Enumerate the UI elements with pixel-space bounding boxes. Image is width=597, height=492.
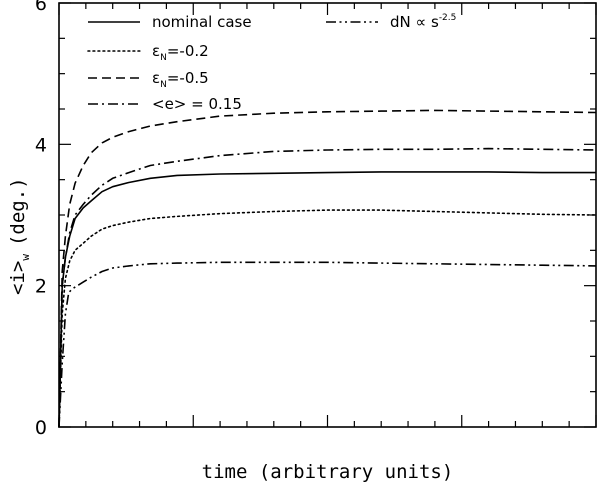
- x-axis-label: time (arbitrary units): [202, 461, 454, 483]
- plot-border: [58, 2, 597, 428]
- y-axis-label: <i>w (deg.): [7, 177, 32, 295]
- series-line-4: [58, 147, 597, 428]
- tick-labels: 0 2 4 6: [35, 0, 47, 439]
- y-axis-label-tail: (deg.): [7, 177, 29, 246]
- legend-label-5: dN ∝ s-2.5: [390, 13, 456, 31]
- series-line-2: [58, 209, 597, 428]
- y-axis-label-sub: w: [19, 254, 32, 261]
- series-lines: [58, 109, 597, 428]
- series-line-1: [58, 171, 596, 428]
- legend: nominal case εN=-0.2 εN=-0.5 <e> = 0.15 dN ∝…: [87, 13, 456, 113]
- series-line-3: [58, 109, 597, 428]
- y-tick-label: 2: [35, 276, 47, 298]
- legend-label-4: <e> = 0.15: [152, 95, 242, 113]
- y-tick-label: 6: [35, 0, 47, 15]
- legend-label-2: εN=-0.2: [152, 42, 209, 63]
- y-tick-label: 0: [35, 417, 47, 439]
- y-axis-label-main: <i>: [7, 261, 29, 295]
- series-line-5: [58, 261, 597, 428]
- legend-label-1: nominal case: [152, 13, 252, 31]
- y-tick-label: 4: [35, 134, 47, 156]
- axis-ticks: [58, 2, 597, 428]
- plot-frame: [58, 2, 597, 428]
- legend-label-3: εN=-0.5: [152, 69, 209, 90]
